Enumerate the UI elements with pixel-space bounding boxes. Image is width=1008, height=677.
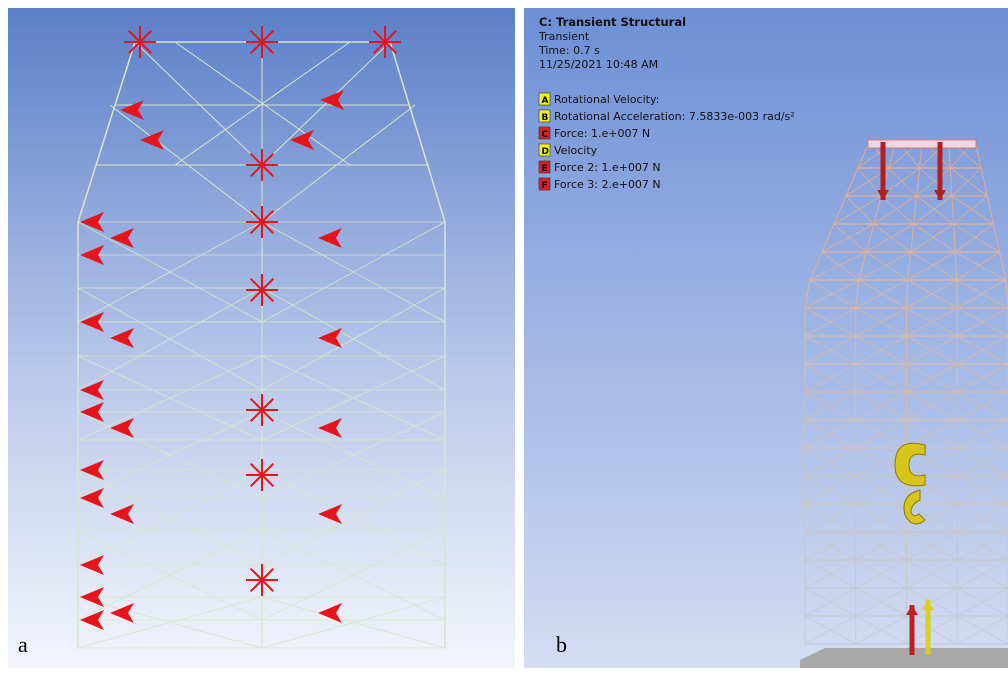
header-time: Time: 0.7 s <box>538 44 600 57</box>
legend-text: Force: 1.e+007 N <box>554 127 650 140</box>
legend-key: A <box>542 96 549 106</box>
panel-label: a <box>18 632 28 657</box>
legend-key: E <box>542 164 548 174</box>
header-date: 11/25/2021 10:48 AM <box>539 58 658 71</box>
header-title: C: Transient Structural <box>539 15 686 29</box>
figure-canvas: a b C: Transient Structural Transient Ti… <box>0 0 1008 677</box>
legend-text: Velocity <box>554 144 598 157</box>
legend-key: B <box>542 113 549 123</box>
legend-key: F <box>542 181 548 191</box>
panel-label: b <box>556 632 567 657</box>
legend-text: Rotational Acceleration: 7.5833e-003 rad… <box>554 110 795 123</box>
figure: a b C: Transient Structural Transient Ti… <box>0 0 1008 677</box>
legend-text: Rotational Velocity: <box>554 93 659 106</box>
legend-key: C <box>542 130 549 140</box>
legend-text: Force 3: 2.e+007 N <box>554 178 661 191</box>
panel-b-background <box>524 8 1008 668</box>
legend-key: D <box>542 147 549 157</box>
legend-text: Force 2: 1.e+007 N <box>554 161 661 174</box>
header-subtitle: Transient <box>538 30 590 43</box>
ground-plate <box>800 648 1008 668</box>
